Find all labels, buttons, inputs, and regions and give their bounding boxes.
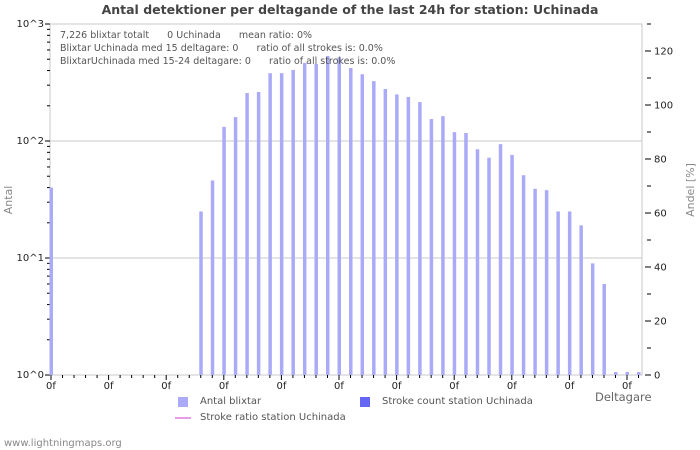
svg-text:10^0: 10^0 xyxy=(17,370,44,381)
svg-text:40: 40 xyxy=(654,263,667,274)
svg-text:10^2: 10^2 xyxy=(17,136,44,147)
svg-text:0f: 0f xyxy=(161,381,171,392)
svg-text:0f: 0f xyxy=(104,381,114,392)
svg-text:Blixtar Uchinada med 15 deltag: Blixtar Uchinada med 15 deltagare: 0 rat… xyxy=(60,43,383,54)
svg-text:Antal: Antal xyxy=(2,186,15,215)
legend-label-bars: Antal blixtar xyxy=(200,396,262,407)
svg-text:BlixtarUchinada med 15-24 delt: BlixtarUchinada med 15-24 deltagare: 0 r… xyxy=(60,56,395,67)
legend-line-ratio xyxy=(175,417,191,419)
svg-text:10^3: 10^3 xyxy=(17,19,44,30)
svg-text:10^1: 10^1 xyxy=(17,253,44,264)
svg-text:120: 120 xyxy=(654,47,673,58)
legend-swatch-bars xyxy=(178,397,188,407)
svg-text:20: 20 xyxy=(654,317,667,328)
svg-text:0f: 0f xyxy=(219,381,229,392)
footer-link[interactable]: www.lightningmaps.org xyxy=(4,438,122,449)
svg-text:60: 60 xyxy=(654,209,667,220)
svg-text:0f: 0f xyxy=(449,381,459,392)
svg-text:0f: 0f xyxy=(276,381,286,392)
svg-text:0f: 0f xyxy=(392,381,402,392)
svg-text:0: 0 xyxy=(654,371,660,382)
svg-text:0f: 0f xyxy=(622,381,632,392)
x-axis-label: Deltagare xyxy=(595,390,652,404)
legend-swatch-station xyxy=(360,397,370,407)
svg-text:7,226 blixtar totalt 0 Uc: 7,226 blixtar totalt 0 Uchinada mean rat… xyxy=(60,30,312,41)
svg-text:80: 80 xyxy=(654,155,667,166)
legend-label-station: Stroke count station Uchinada xyxy=(382,396,533,407)
svg-text:0f: 0f xyxy=(334,381,344,392)
svg-text:100: 100 xyxy=(654,101,673,112)
svg-text:0f: 0f xyxy=(46,381,56,392)
svg-text:Andel [%]: Andel [%] xyxy=(684,163,697,217)
chart-title: Antal detektioner per deltagande of the … xyxy=(101,2,599,17)
svg-text:0f: 0f xyxy=(564,381,574,392)
svg-text:0f: 0f xyxy=(507,381,517,392)
legend-label-ratio: Stroke ratio station Uchinada xyxy=(200,412,346,423)
